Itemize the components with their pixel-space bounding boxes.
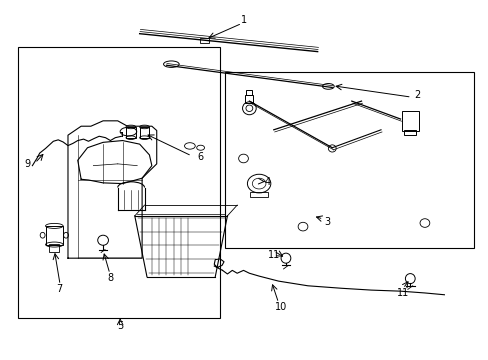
Text: 8: 8 <box>107 273 113 283</box>
Bar <box>45 226 63 244</box>
Bar <box>199 39 209 42</box>
Text: 11: 11 <box>396 288 408 298</box>
Text: 6: 6 <box>197 152 203 162</box>
Bar <box>118 188 144 211</box>
Text: 2: 2 <box>414 90 420 100</box>
Bar <box>401 111 418 131</box>
Bar <box>18 47 220 318</box>
Text: 11: 11 <box>267 250 279 260</box>
Text: 4: 4 <box>264 177 270 187</box>
Bar <box>126 127 136 138</box>
Bar <box>246 90 252 95</box>
Text: 9: 9 <box>24 159 31 169</box>
Bar <box>245 95 253 103</box>
Ellipse shape <box>328 145 335 152</box>
Text: 3: 3 <box>324 217 330 227</box>
Text: 7: 7 <box>56 284 62 294</box>
Text: 10: 10 <box>274 302 286 312</box>
Bar <box>49 244 59 252</box>
Text: 1: 1 <box>241 15 247 26</box>
Bar <box>250 192 267 197</box>
Bar <box>224 72 473 248</box>
Bar <box>404 130 415 135</box>
Text: 5: 5 <box>117 321 123 331</box>
Bar <box>140 127 149 138</box>
